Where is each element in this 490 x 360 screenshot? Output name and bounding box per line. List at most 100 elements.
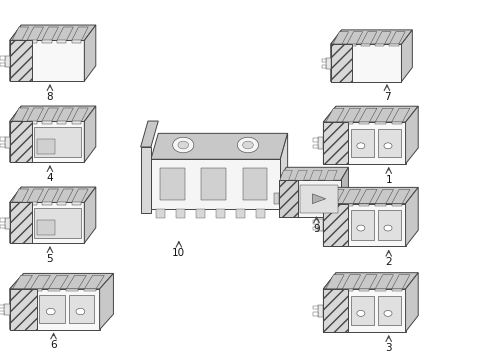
Bar [49,289,60,291]
Polygon shape [326,189,344,204]
Polygon shape [343,108,361,122]
Bar [273,193,278,204]
Polygon shape [42,189,58,202]
Polygon shape [57,108,74,121]
Polygon shape [331,30,342,82]
Polygon shape [12,189,28,202]
Polygon shape [375,108,393,122]
Bar [69,295,94,323]
Bar [333,44,342,46]
Polygon shape [392,108,410,122]
Bar [318,305,323,317]
Text: 8: 8 [47,92,53,102]
Bar [343,204,353,206]
Bar [350,211,373,239]
Circle shape [384,143,392,149]
Polygon shape [99,274,113,330]
Bar [72,40,81,42]
Bar [350,129,373,157]
Bar [27,40,37,42]
Bar [42,202,51,204]
Text: 4: 4 [47,173,53,183]
Polygon shape [406,187,418,246]
Bar [0,219,4,221]
Bar [378,129,401,157]
Bar [151,159,280,208]
Polygon shape [323,273,336,332]
Bar [347,44,356,46]
Polygon shape [10,187,21,243]
Bar [313,220,318,224]
Bar [37,139,55,154]
Polygon shape [57,27,74,40]
Bar [361,44,370,46]
Text: 3: 3 [386,343,392,353]
Polygon shape [72,27,88,40]
Bar [378,296,401,325]
Bar [39,295,65,323]
Circle shape [237,137,259,153]
Bar [10,121,32,162]
Bar [331,44,401,82]
Bar [359,122,369,124]
Polygon shape [10,25,96,40]
Polygon shape [343,275,361,289]
Circle shape [357,143,365,149]
Polygon shape [84,187,96,243]
Bar [322,64,326,68]
Bar [12,289,24,291]
Text: 5: 5 [47,254,53,264]
Bar [10,202,32,243]
Bar [318,138,323,149]
Bar [216,208,225,219]
Polygon shape [326,275,344,289]
Bar [390,44,399,46]
Polygon shape [323,106,336,164]
Polygon shape [84,275,104,289]
Bar [375,44,385,46]
Circle shape [76,308,85,315]
Bar [375,289,386,291]
Bar [10,40,32,81]
Polygon shape [361,32,377,44]
Polygon shape [323,187,418,204]
Polygon shape [406,106,418,164]
Bar [323,122,406,164]
Polygon shape [57,189,74,202]
Polygon shape [359,108,377,122]
Polygon shape [375,32,391,44]
Bar [0,144,4,147]
Polygon shape [10,25,21,81]
Polygon shape [42,108,58,121]
Polygon shape [313,194,326,204]
Polygon shape [10,274,24,330]
Bar [359,289,369,291]
Bar [4,136,10,148]
Polygon shape [326,108,344,122]
Bar [66,289,78,291]
Bar [10,289,99,330]
Bar [30,289,42,291]
Circle shape [47,308,55,315]
Circle shape [357,225,365,231]
Bar [343,289,353,291]
Bar [318,220,323,231]
Bar [27,202,37,204]
Polygon shape [295,170,307,180]
Bar [392,289,402,291]
Circle shape [357,310,365,316]
Bar [72,202,81,204]
Circle shape [172,137,194,153]
Bar [42,121,51,123]
Polygon shape [359,189,377,204]
Bar [10,121,84,162]
Text: 9: 9 [313,224,320,234]
Bar [313,145,318,148]
Polygon shape [390,32,405,44]
Bar [0,311,3,314]
Bar [326,58,331,68]
Bar [313,138,318,141]
Text: 2: 2 [386,257,392,267]
Bar [42,40,51,42]
Polygon shape [27,27,44,40]
